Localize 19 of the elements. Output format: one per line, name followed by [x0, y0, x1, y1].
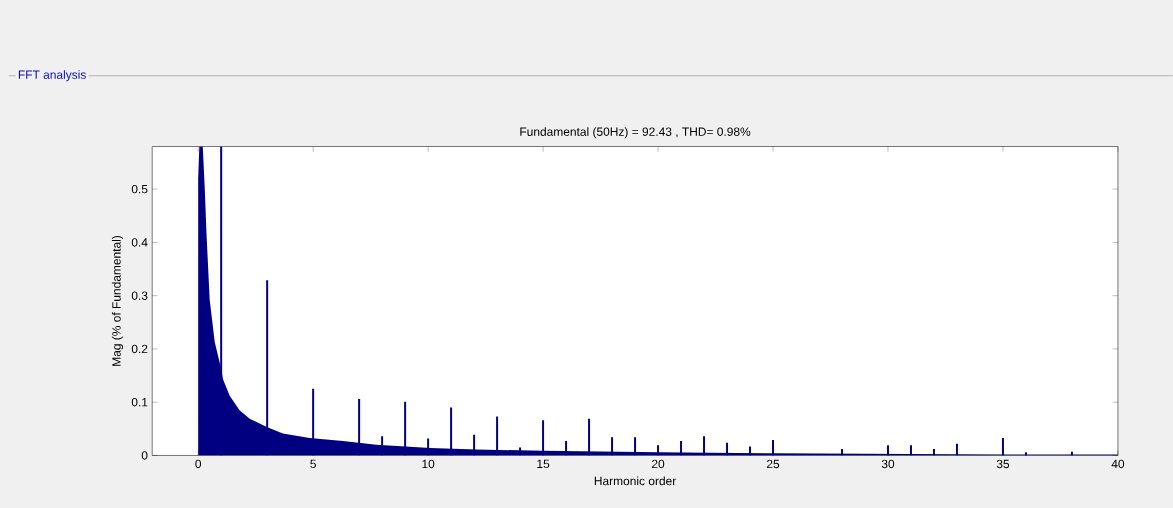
y-tick-label: 0.1: [131, 397, 148, 407]
x-tick-label: 10: [422, 459, 435, 469]
y-tick-label: 0: [141, 451, 148, 460]
y-axis-title: Mag (% of Fundamental): [111, 235, 124, 366]
x-tick-label: 35: [996, 459, 1010, 469]
x-tick-label: 30: [881, 459, 895, 469]
x-tick-label: 25: [766, 459, 780, 469]
x-axis-title: Harmonic order: [594, 476, 677, 486]
x-tick-label: 20: [652, 459, 665, 469]
x-tick-label: 5: [310, 459, 316, 468]
text: FFT analysis: [18, 70, 86, 82]
y-tick-label: 0.2: [131, 344, 148, 354]
chart-title: Fundamental (50Hz) = 92.43 , THD= 0.98%: [520, 127, 751, 139]
y-tick-label: 0.4: [131, 238, 148, 247]
y-tick-label: 0.3: [131, 291, 148, 300]
x-tick-label: 0: [195, 459, 202, 469]
x-tick-label: 40: [1111, 459, 1125, 469]
y-tick-label: 0.5: [131, 184, 148, 194]
x-tick-label: 15: [537, 459, 550, 468]
